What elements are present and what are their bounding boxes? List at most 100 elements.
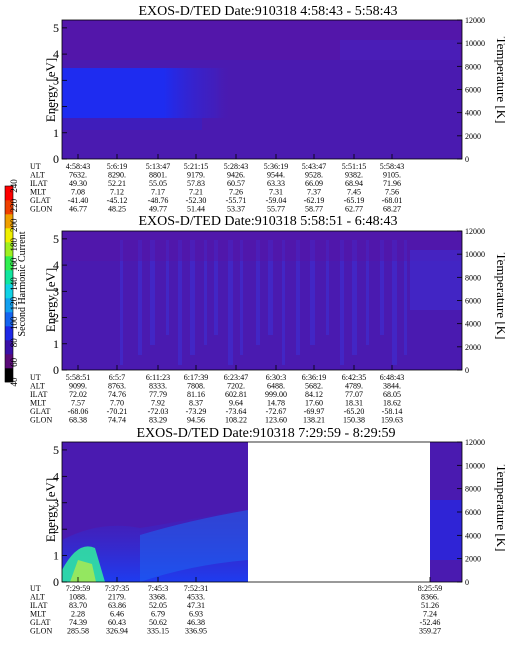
spectrogram-streak bbox=[256, 240, 260, 345]
spectrogram-band bbox=[62, 231, 462, 261]
colorbar-swatch bbox=[5, 354, 13, 369]
spectrogram-streak bbox=[282, 240, 285, 365]
ephemeris-value: 4533. bbox=[187, 593, 205, 602]
ephemeris-value: 9105. bbox=[383, 171, 401, 180]
ephemeris-value: -72.67 bbox=[266, 407, 287, 416]
ephemeris-row-label: GLAT bbox=[30, 407, 51, 416]
ephemeris-value: 7.17 bbox=[151, 188, 165, 197]
ephemeris-value: 7:45:3 bbox=[148, 584, 168, 593]
y-tick-label: 5 bbox=[53, 232, 59, 246]
ephemeris-value: 50.62 bbox=[149, 618, 167, 627]
ephemeris-value: 7:52:31 bbox=[184, 584, 208, 593]
ephemeris-row-label: ALT bbox=[30, 382, 45, 391]
colorbar-tick-label: 40 bbox=[9, 377, 19, 387]
ephemeris-value: 999.00 bbox=[265, 390, 287, 399]
spectrogram-streak bbox=[392, 240, 397, 365]
panel-1: EXOS-D/TED Date:910318 4:58:43 - 5:58:43… bbox=[30, 4, 505, 214]
ephemeris-value: 326.94 bbox=[106, 627, 128, 636]
ephemeris-value: -72.03 bbox=[148, 407, 169, 416]
y2-tick-label: 2000 bbox=[465, 555, 481, 564]
colorbar-tick-label: 100 bbox=[9, 316, 19, 330]
spectrogram-streak bbox=[352, 240, 357, 355]
ephemeris-value: 18.62 bbox=[383, 399, 401, 408]
y2-tick-label: 0 bbox=[465, 578, 469, 587]
spectrogram-streak bbox=[326, 240, 329, 335]
ephemeris-value: 5:21:15 bbox=[184, 162, 208, 171]
ephemeris-value: 55.05 bbox=[149, 179, 167, 188]
ephemeris-value: 52.05 bbox=[149, 601, 167, 610]
colorbar-tick-label: 140 bbox=[9, 277, 19, 291]
panel-2-y2label: Temperature [K] bbox=[494, 253, 505, 340]
colorbar-swatch bbox=[5, 200, 13, 215]
ephemeris-value: 51.44 bbox=[187, 205, 205, 214]
ephemeris-value: 49.30 bbox=[69, 179, 87, 188]
ephemeris-value: -73.29 bbox=[186, 407, 207, 416]
ephemeris-value: 46.77 bbox=[69, 205, 87, 214]
ephemeris-value: 6:48:43 bbox=[380, 373, 404, 382]
panel-3-title: EXOS-D/TED Date:910318 7:29:59 - 8:29:59 bbox=[137, 426, 396, 441]
spectrogram-streak bbox=[204, 240, 207, 345]
ephemeris-row-label: GLON bbox=[30, 416, 52, 425]
ephemeris-value: 7:29:59 bbox=[66, 584, 90, 593]
ephemeris-value: 68.38 bbox=[69, 416, 87, 425]
ephemeris-value: 8333. bbox=[149, 382, 167, 391]
colorbar: Second Harmonic Current 40 60 80 100 120 140 1… bbox=[4, 179, 28, 387]
ephemeris-value: -58.14 bbox=[382, 407, 403, 416]
ephemeris-value: 602.81 bbox=[225, 390, 247, 399]
ephemeris-row-label: UT bbox=[30, 162, 41, 171]
spectrogram-streak bbox=[166, 240, 169, 335]
ephemeris-value: 5:28:43 bbox=[224, 162, 248, 171]
ephemeris-value: 6:11:23 bbox=[146, 373, 170, 382]
ephemeris-value: 6:42:35 bbox=[342, 373, 366, 382]
ephemeris-value: -69.97 bbox=[304, 407, 325, 416]
spectrogram-band bbox=[70, 560, 96, 582]
spectrogram-streak bbox=[268, 240, 273, 335]
y-tick-label: 0 bbox=[53, 363, 59, 377]
ephemeris-value: 68.05 bbox=[383, 390, 401, 399]
colorbar-tick-label: 120 bbox=[9, 296, 19, 310]
ephemeris-row-label: ALT bbox=[30, 171, 45, 180]
ephemeris-value: 335.15 bbox=[147, 627, 169, 636]
ephemeris-value: 7.70 bbox=[110, 399, 124, 408]
spectrogram-streak bbox=[240, 240, 243, 355]
ephemeris-value: 9544. bbox=[267, 171, 285, 180]
ephemeris-value: -68.06 bbox=[68, 407, 89, 416]
spectrogram-streak bbox=[310, 240, 315, 345]
ephemeris-value: 4:58:43 bbox=[66, 162, 90, 171]
ephemeris-value: 8366. bbox=[421, 593, 439, 602]
spectrogram-streak bbox=[120, 240, 123, 365]
ephemeris-row-label: ILAT bbox=[30, 601, 47, 610]
y-tick-label: 5 bbox=[53, 443, 59, 457]
ephemeris-value: 6:23:47 bbox=[224, 373, 248, 382]
y2-tick-label: 2000 bbox=[465, 132, 481, 141]
y-tick-label: 4 bbox=[53, 47, 59, 61]
spectrogram-streak bbox=[228, 240, 233, 365]
colorbar-swatch bbox=[5, 214, 13, 229]
ephemeris-value: 159.63 bbox=[381, 416, 403, 425]
colorbar-tick-label: 160 bbox=[9, 257, 19, 271]
ephemeris-value: -68.01 bbox=[382, 196, 403, 205]
ephemeris-row-label: MLT bbox=[30, 188, 46, 197]
ephemeris-value: 6:17:39 bbox=[184, 373, 208, 382]
ephemeris-value: 14.78 bbox=[267, 399, 285, 408]
ephemeris-value: 83.70 bbox=[69, 601, 87, 610]
ephemeris-value: 57.83 bbox=[187, 179, 205, 188]
ephemeris-value: 2179. bbox=[108, 593, 126, 602]
colorbar-swatch bbox=[5, 186, 13, 201]
ephemeris-value: 74.39 bbox=[69, 618, 87, 627]
panel-2-plot bbox=[61, 230, 463, 371]
colorbar-tick-label: 180 bbox=[9, 238, 19, 252]
y-tick-label: 0 bbox=[53, 575, 59, 589]
ephemeris-value: 138.21 bbox=[303, 416, 325, 425]
ephemeris-value: 53.37 bbox=[227, 205, 245, 214]
y-tick-label: 4 bbox=[53, 469, 59, 483]
ephemeris-value: 66.09 bbox=[305, 179, 323, 188]
ephemeris-value: 8290. bbox=[108, 171, 126, 180]
spectrogram-streak bbox=[178, 240, 182, 365]
ephemeris-value: -48.76 bbox=[148, 196, 169, 205]
ephemeris-value: 108.22 bbox=[225, 416, 247, 425]
ephemeris-value: 8:25:59 bbox=[418, 584, 442, 593]
ephemeris-value: 48.25 bbox=[108, 205, 126, 214]
ephemeris-value: -70.21 bbox=[107, 407, 128, 416]
